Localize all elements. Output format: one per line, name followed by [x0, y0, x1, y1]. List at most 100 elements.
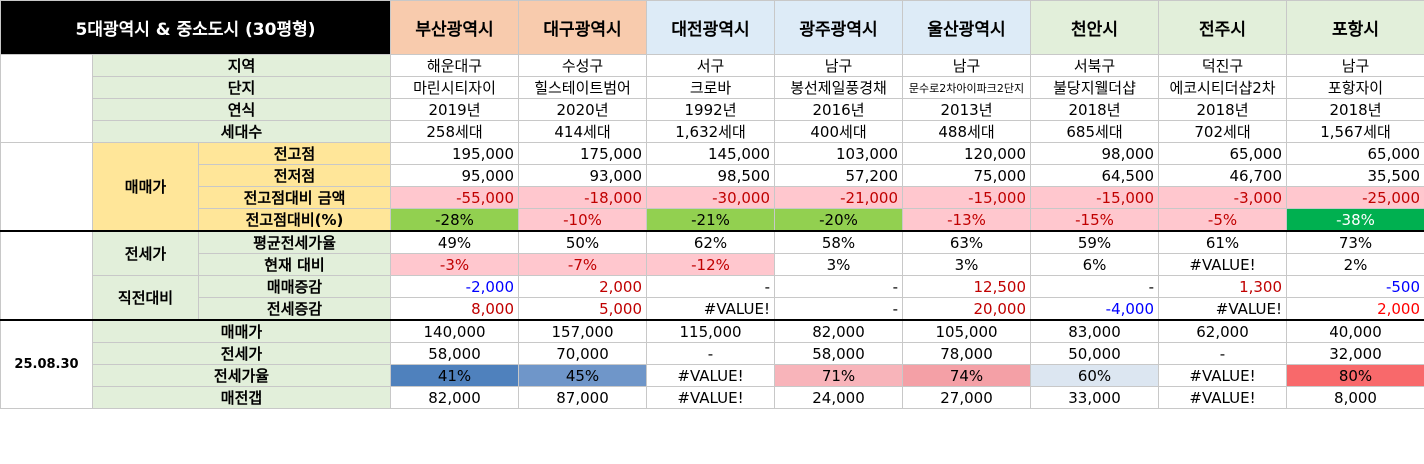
cell[interactable]: 63% [902, 230, 1032, 254]
row-label-current[interactable]: 현재 대비 [197, 253, 392, 276]
cell[interactable]: 24,000 [774, 386, 904, 409]
row-label-latest-sale[interactable]: 매매가 [91, 319, 392, 343]
group-label-jeonse[interactable]: 전세가 [92, 230, 199, 276]
cell[interactable]: 20,000 [902, 297, 1032, 321]
cell[interactable]: -500 [1286, 275, 1424, 298]
cell[interactable]: -15,000 [902, 186, 1032, 209]
cell[interactable]: 488세대 [902, 120, 1032, 143]
cell[interactable]: 5,000 [518, 297, 648, 321]
cell[interactable]: 해운대구 [390, 54, 520, 77]
row-label-sale-delta[interactable]: 매매증감 [197, 275, 392, 298]
cell[interactable]: 3% [902, 253, 1032, 276]
city-header-jeonju[interactable]: 전주시 [1158, 0, 1288, 55]
row-label-region[interactable]: 지역 [91, 54, 392, 77]
cell[interactable]: 크로바 [646, 76, 776, 99]
group-label-change[interactable]: 직전대비 [92, 275, 199, 321]
cell[interactable]: #VALUE! [646, 297, 776, 321]
cell[interactable]: 12,500 [902, 275, 1032, 298]
cell[interactable]: 8,000 [1286, 386, 1424, 409]
cell[interactable]: 서구 [646, 54, 776, 77]
cell[interactable]: 78,000 [902, 342, 1032, 365]
snapshot-date[interactable]: 25.08.30 [0, 319, 93, 409]
cell[interactable]: 남구 [1286, 54, 1424, 77]
cell[interactable]: 65,000 [1158, 142, 1288, 165]
cell[interactable]: 157,000 [518, 319, 648, 343]
cell[interactable]: 45% [518, 364, 648, 387]
cell[interactable]: 32,000 [1286, 342, 1424, 365]
cell[interactable]: 6% [1030, 253, 1160, 276]
row-label-households[interactable]: 세대수 [91, 120, 392, 143]
group-label-sale[interactable]: 매매가 [92, 142, 199, 232]
cell[interactable]: #VALUE! [1158, 297, 1288, 321]
row-label-complex[interactable]: 단지 [91, 76, 392, 99]
row-label-latest-jeonse[interactable]: 전세가 [91, 342, 392, 365]
cell[interactable]: 82,000 [774, 319, 904, 343]
row-label-low[interactable]: 전저점 [197, 164, 392, 187]
city-header-daegu[interactable]: 대구광역시 [518, 0, 648, 55]
cell[interactable]: 포항자이 [1286, 76, 1424, 99]
cell[interactable]: 41% [390, 364, 520, 387]
city-header-pohang[interactable]: 포항시 [1286, 0, 1424, 55]
cell[interactable]: -3% [390, 253, 520, 276]
cell[interactable]: -20% [774, 208, 904, 232]
city-header-ulsan[interactable]: 울산광역시 [902, 0, 1032, 55]
cell[interactable]: 덕진구 [1158, 54, 1288, 77]
row-label-latest-gap[interactable]: 매전갭 [91, 386, 392, 409]
cell[interactable]: 120,000 [902, 142, 1032, 165]
cell[interactable]: 61% [1158, 230, 1288, 254]
row-label-year[interactable]: 연식 [91, 98, 392, 121]
cell[interactable]: 1,567세대 [1286, 120, 1424, 143]
cell[interactable]: - [1030, 275, 1160, 298]
cell[interactable]: -38% [1286, 208, 1424, 232]
cell[interactable]: 33,000 [1030, 386, 1160, 409]
cell[interactable]: 8,000 [390, 297, 520, 321]
cell[interactable]: - [646, 275, 776, 298]
city-header-busan[interactable]: 부산광역시 [390, 0, 520, 55]
cell[interactable]: 2018년 [1158, 98, 1288, 121]
cell[interactable]: 40,000 [1286, 319, 1424, 343]
cell[interactable]: -3,000 [1158, 186, 1288, 209]
cell[interactable]: 71% [774, 364, 904, 387]
cell[interactable]: 140,000 [390, 319, 520, 343]
cell[interactable]: -13% [902, 208, 1032, 232]
cell[interactable]: 49% [390, 230, 520, 254]
row-label-pct[interactable]: 전고점대비(%) [197, 208, 392, 232]
cell[interactable]: - [774, 297, 904, 321]
cell[interactable]: #VALUE! [646, 386, 776, 409]
cell[interactable]: 문수로2차아이파크2단지 [902, 76, 1032, 99]
table-title[interactable]: 5대광역시 & 중소도시 (30평형) [0, 0, 392, 55]
cell[interactable]: 마린시티자이 [390, 76, 520, 99]
row-label-diff[interactable]: 전고점대비 금액 [197, 186, 392, 209]
cell[interactable]: 50% [518, 230, 648, 254]
cell[interactable]: 98,500 [646, 164, 776, 187]
cell[interactable]: #VALUE! [1158, 253, 1288, 276]
cell[interactable]: 힐스테이트범어 [518, 76, 648, 99]
cell[interactable]: -55,000 [390, 186, 520, 209]
cell[interactable]: 74% [902, 364, 1032, 387]
blank-cell[interactable] [0, 54, 93, 143]
cell[interactable]: 2,000 [1286, 297, 1424, 321]
cell[interactable]: 103,000 [774, 142, 904, 165]
cell[interactable]: 115,000 [646, 319, 776, 343]
cell[interactable]: 봉선제일풍경채 [774, 76, 904, 99]
cell[interactable]: 80% [1286, 364, 1424, 387]
cell[interactable]: 3% [774, 253, 904, 276]
cell[interactable]: -2,000 [390, 275, 520, 298]
cell[interactable]: 50,000 [1030, 342, 1160, 365]
cell[interactable]: 불당지웰더샵 [1030, 76, 1160, 99]
row-label-jeonse-delta[interactable]: 전세증감 [197, 297, 392, 321]
cell[interactable]: 2018년 [1286, 98, 1424, 121]
cell[interactable]: 62,000 [1158, 319, 1288, 343]
cell[interactable]: 57,200 [774, 164, 904, 187]
cell[interactable]: 59% [1030, 230, 1160, 254]
cell[interactable]: -21% [646, 208, 776, 232]
cell[interactable]: 2016년 [774, 98, 904, 121]
blank-cell[interactable] [0, 230, 93, 321]
cell[interactable]: 87,000 [518, 386, 648, 409]
cell[interactable]: -28% [390, 208, 520, 232]
cell[interactable]: - [774, 275, 904, 298]
cell[interactable]: 70,000 [518, 342, 648, 365]
cell[interactable]: #VALUE! [1158, 364, 1288, 387]
cell[interactable]: 93,000 [518, 164, 648, 187]
cell[interactable]: -5% [1158, 208, 1288, 232]
